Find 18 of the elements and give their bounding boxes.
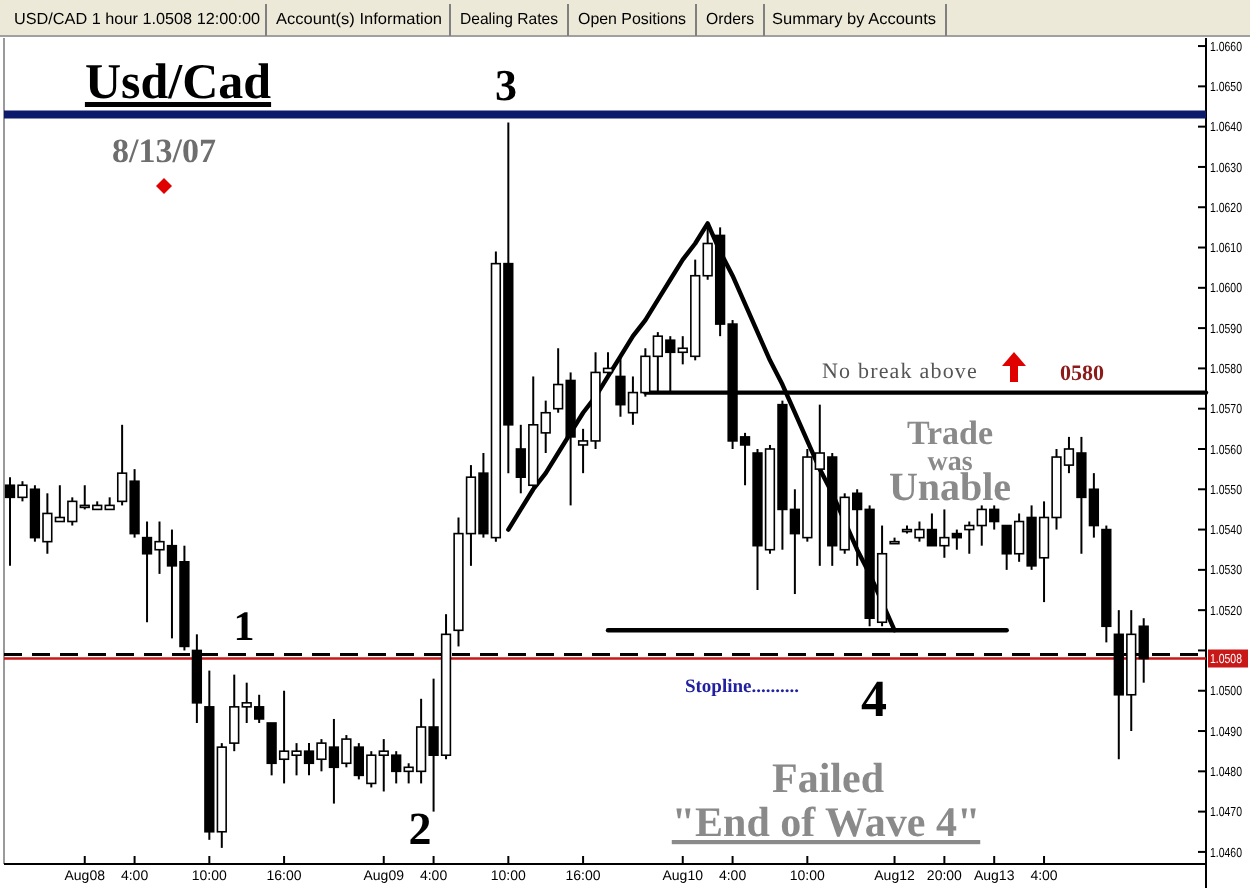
annotation: 4 [861, 670, 887, 728]
annotation: 8/13/07 [112, 132, 217, 170]
annotation: 2 [408, 804, 432, 854]
text: Account(s) Information [276, 10, 442, 28]
text: Orders [706, 10, 755, 28]
text: Open Positions [578, 10, 687, 28]
text: Dealing Rates [460, 10, 561, 28]
annotation: Failed [772, 754, 885, 802]
annotation: 0580 [1060, 362, 1105, 386]
annotation: 3 [495, 60, 517, 110]
annotation: Stopline.......... [684, 678, 800, 698]
annotation: Trade was Unable [888, 414, 1012, 510]
annotation: "End of Wave 4" [671, 798, 981, 846]
chart-subtitle: USD/CAD 1 hour 1.0508 12:00:00 [14, 10, 262, 28]
annotation: No break above [821, 360, 979, 384]
text: Summary by Accounts [772, 10, 936, 28]
chart-title: Usd/Cad [84, 56, 272, 110]
annotation: 1 [233, 602, 255, 650]
